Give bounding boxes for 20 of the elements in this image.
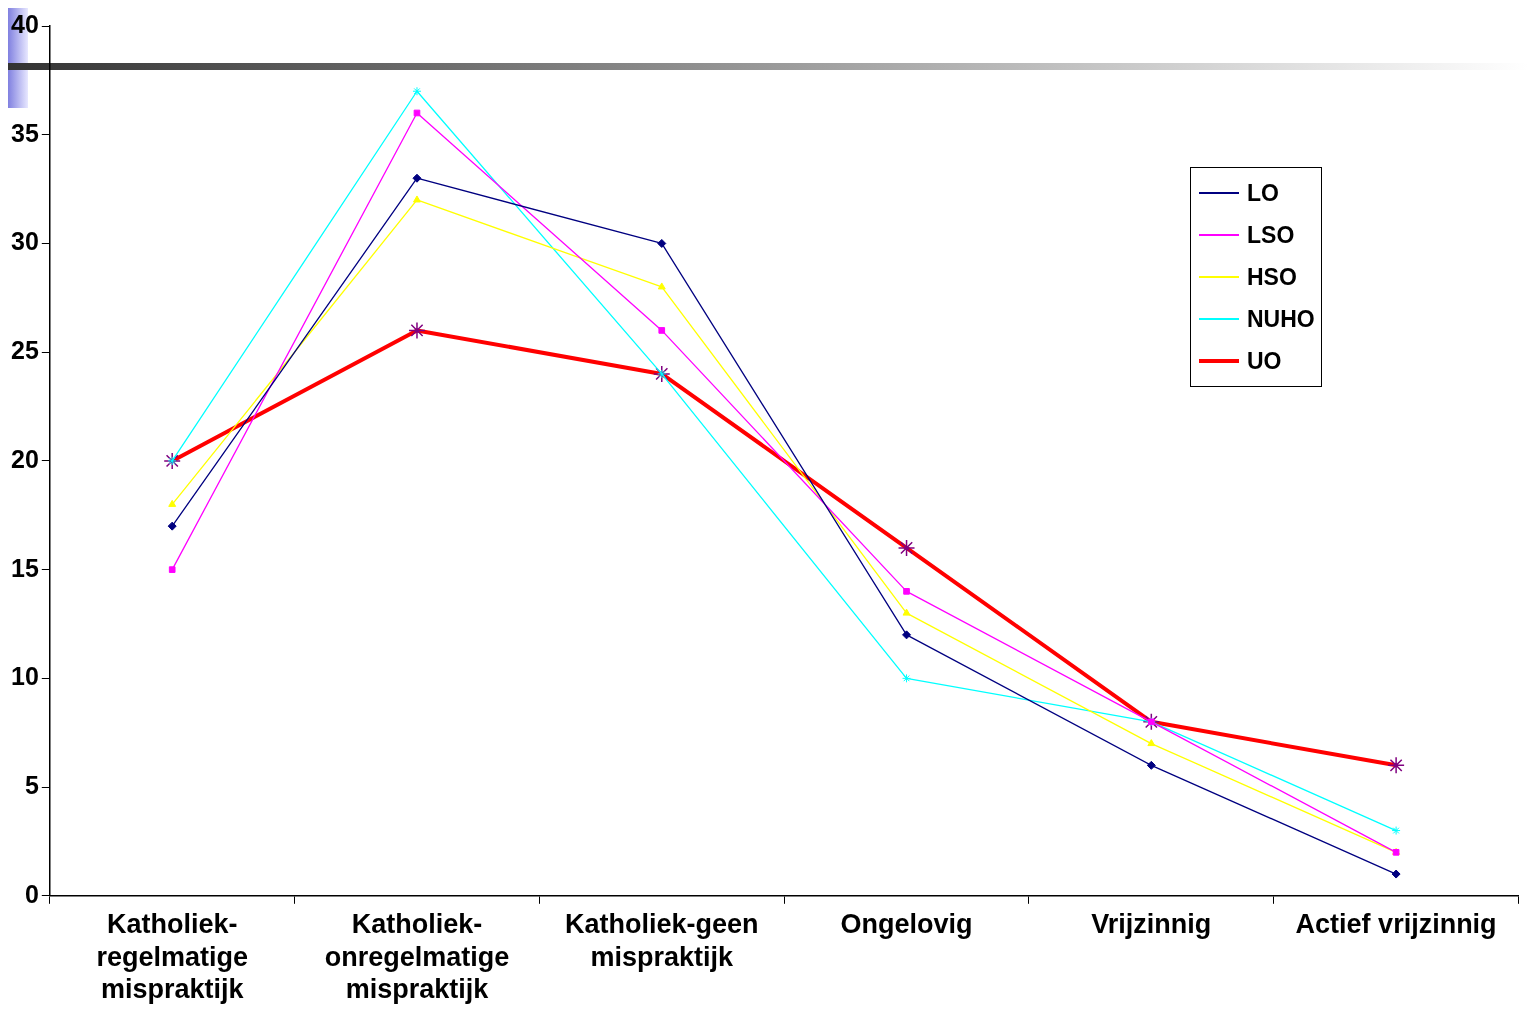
y-tick-label: 20: [11, 444, 39, 473]
x-tick-label: Katholiek-geen mispraktijk: [564, 909, 759, 972]
y-tick-label: 25: [11, 336, 39, 365]
x-tick-label: Actief vrijzinnig: [1295, 909, 1497, 940]
y-tick-label: 30: [11, 227, 39, 256]
y-tick-label: 10: [11, 662, 39, 691]
x-tick-label: Katholiek-onregelmatige mispraktijk: [324, 909, 510, 1005]
y-tick-label: 0: [24, 879, 39, 908]
legend-label: HSO: [1247, 263, 1297, 291]
y-tick-label: 15: [11, 553, 39, 582]
y-tick-label: 5: [24, 770, 39, 799]
y-tick-label: 35: [11, 118, 39, 147]
x-tick-label: Katholiek-regelmatige mispraktijk: [96, 909, 248, 1005]
legend-label: LSO: [1247, 221, 1295, 249]
y-tick-label: 40: [11, 9, 39, 38]
x-tick-label: Vrijzinnig: [1091, 909, 1212, 940]
legend-label: LO: [1247, 179, 1279, 207]
legend-label: UO: [1247, 347, 1282, 375]
x-tick-label: Ongelovig: [840, 909, 973, 940]
legend-label: NUHO: [1247, 305, 1315, 333]
